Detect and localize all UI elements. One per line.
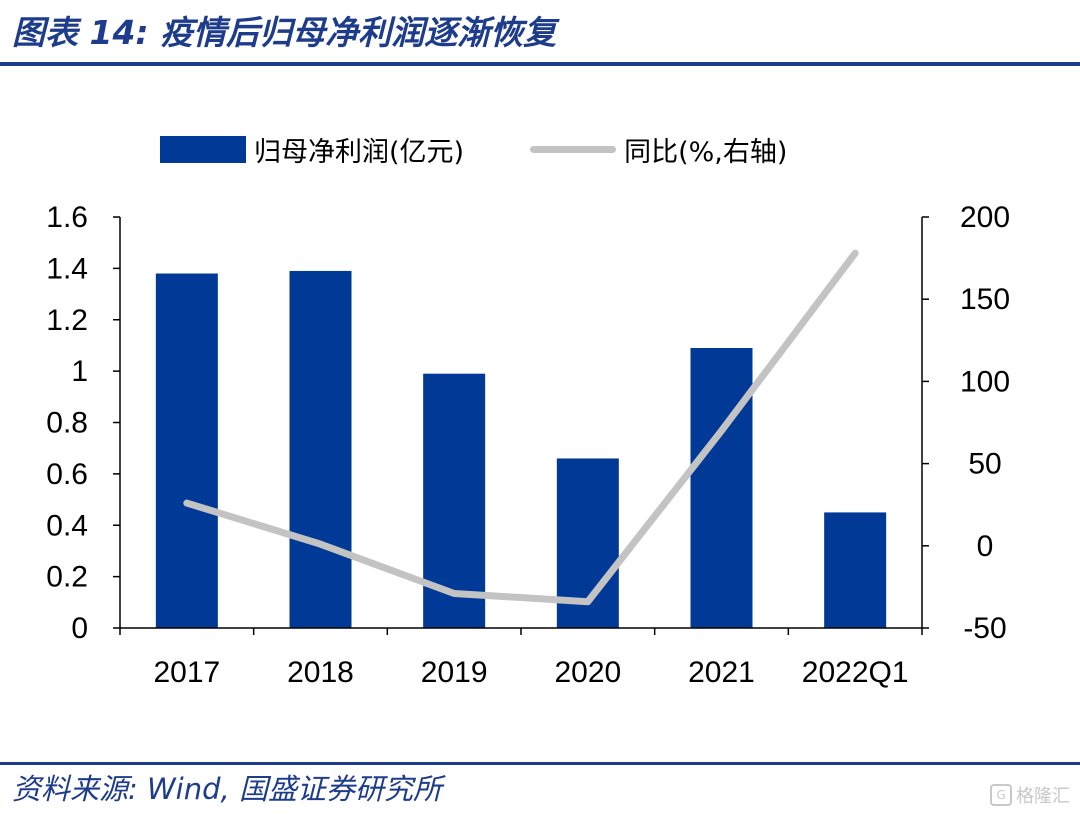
x-tick-label-2019: 2019 xyxy=(421,656,488,689)
bar-2021 xyxy=(690,348,753,628)
legend-bar-label: 归母净利润(亿元) xyxy=(254,137,465,168)
x-tick-label-2018: 2018 xyxy=(287,656,354,689)
left-tick-label: 0.6 xyxy=(46,458,88,491)
footer-rule xyxy=(0,762,1080,765)
x-tick-label-2022Q1: 2022Q1 xyxy=(802,656,909,689)
right-tick-label: 150 xyxy=(960,283,1010,316)
bar-series xyxy=(155,270,887,628)
left-tick-label: 1.6 xyxy=(46,201,88,234)
bar-2022Q1 xyxy=(824,512,887,628)
left-tick-label: 1.4 xyxy=(46,252,88,285)
right-tick-label: 50 xyxy=(968,448,1001,481)
source-note: 资料来源: Wind, 国盛证券研究所 xyxy=(12,772,442,806)
chart-axes xyxy=(113,216,929,635)
left-tick-label: 0 xyxy=(71,612,88,645)
left-tick-label: 0.8 xyxy=(46,407,88,440)
x-tick-label-2017: 2017 xyxy=(153,656,220,689)
chart-legend: 归母净利润(亿元) 同比(%,右轴) xyxy=(160,130,787,169)
legend-line-label: 同比(%,右轴) xyxy=(624,137,788,168)
left-tick-label: 1 xyxy=(71,355,88,388)
line-series xyxy=(183,249,859,606)
bar-2017 xyxy=(155,273,218,628)
left-tick-label: 0.4 xyxy=(46,509,88,542)
right-tick-label: 0 xyxy=(977,530,994,563)
legend-bar-swatch xyxy=(160,136,246,163)
right-tick-label: -50 xyxy=(963,612,1006,645)
watermark: G 格隆汇 xyxy=(990,782,1070,808)
bar-2018 xyxy=(289,270,352,628)
x-tick-label-2021: 2021 xyxy=(688,656,755,689)
gelonghui-logo-icon: G xyxy=(990,784,1012,806)
right-tick-label: 100 xyxy=(960,365,1010,398)
yoy-growth-line xyxy=(183,249,859,606)
left-tick-label: 0.2 xyxy=(46,561,88,594)
left-tick-label: 1.2 xyxy=(46,304,88,337)
legend-line-swatch xyxy=(530,146,617,153)
title-rule xyxy=(0,62,1080,66)
watermark-text: 格隆汇 xyxy=(1016,786,1070,807)
tick-labels: 0 0.2 0.4 0.6 0.8 1 1.2 1.4 1.6 -50 0 50 100 150 200 20… xyxy=(46,201,1010,689)
x-tick-label-2020: 2020 xyxy=(554,656,621,689)
right-tick-label: 200 xyxy=(960,201,1010,234)
figure-title: 图表 14: 疫情后归母净利润逐渐恢复 xyxy=(12,13,557,52)
